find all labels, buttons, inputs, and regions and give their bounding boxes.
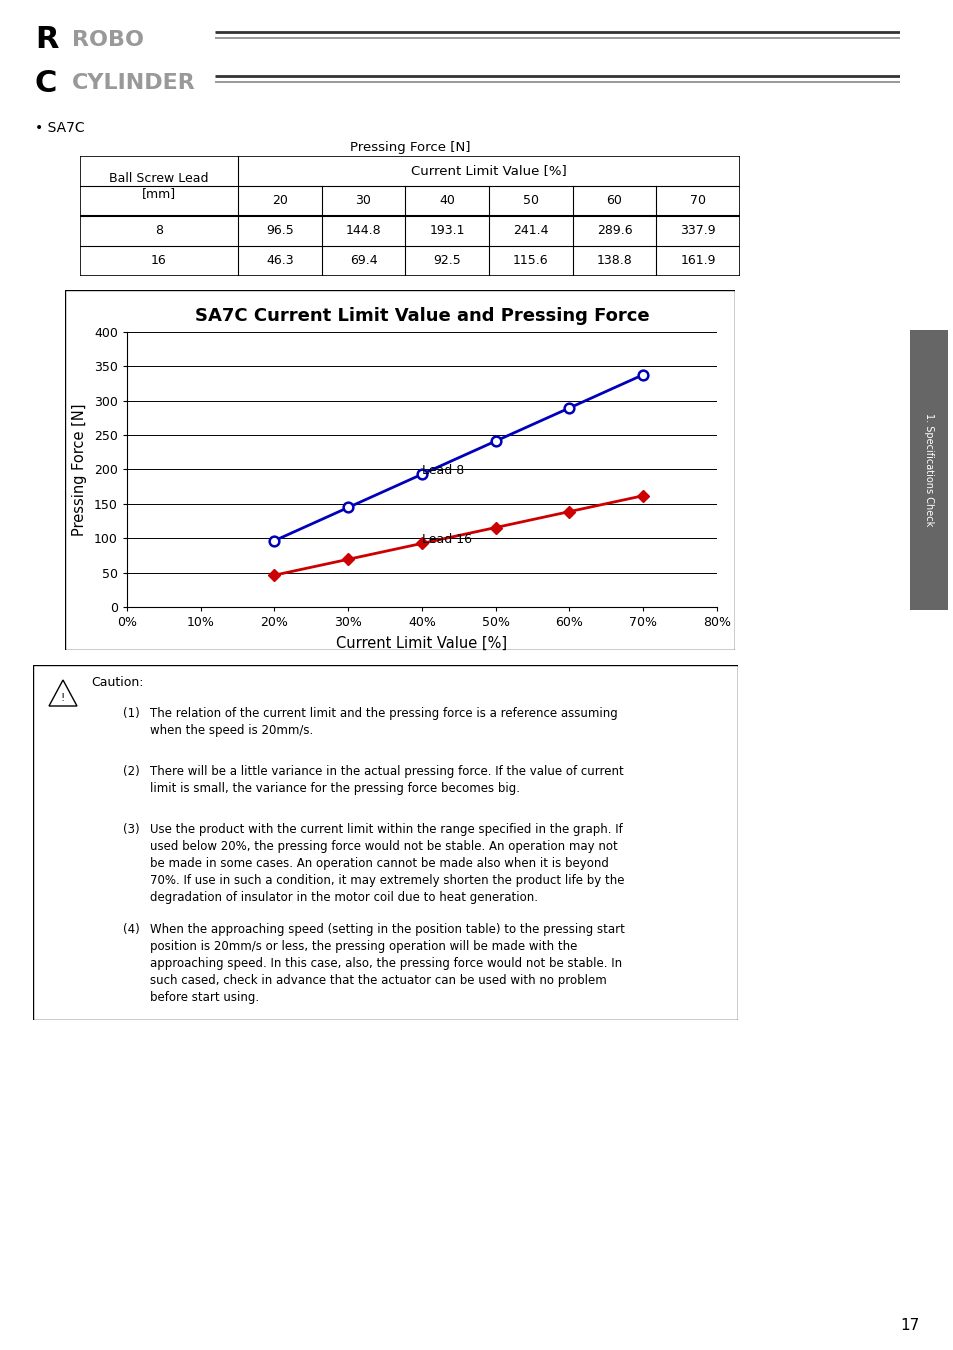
Text: ROBO: ROBO [71, 30, 144, 50]
Text: C: C [35, 69, 57, 97]
Text: Current Limit Value [%]: Current Limit Value [%] [411, 165, 566, 177]
Text: 115.6: 115.6 [513, 255, 548, 267]
Text: (4): (4) [123, 923, 139, 936]
Text: 30: 30 [355, 194, 371, 208]
Text: 16: 16 [151, 255, 167, 267]
Text: Caution:: Caution: [91, 676, 143, 690]
Text: 337.9: 337.9 [679, 224, 716, 238]
Text: 92.5: 92.5 [433, 255, 460, 267]
Text: 40: 40 [438, 194, 455, 208]
Text: Ball Screw Lead
[mm]: Ball Screw Lead [mm] [110, 171, 209, 200]
Text: 70: 70 [689, 194, 705, 208]
Text: 193.1: 193.1 [429, 224, 464, 238]
Text: The relation of the current limit and the pressing force is a reference assuming: The relation of the current limit and th… [150, 707, 618, 737]
Text: 8: 8 [154, 224, 163, 238]
Text: (3): (3) [123, 824, 139, 836]
Text: 17: 17 [900, 1319, 919, 1334]
Text: 69.4: 69.4 [350, 255, 377, 267]
Text: 50: 50 [522, 194, 538, 208]
Text: Lead 8: Lead 8 [421, 464, 464, 478]
Text: 1. Specifications Check: 1. Specifications Check [923, 413, 933, 526]
Text: 161.9: 161.9 [679, 255, 715, 267]
Text: CYLINDER: CYLINDER [71, 73, 195, 93]
Text: (1): (1) [123, 707, 139, 720]
Text: 138.8: 138.8 [596, 255, 632, 267]
Text: (2): (2) [123, 765, 139, 778]
X-axis label: Current Limit Value [%]: Current Limit Value [%] [336, 636, 507, 651]
Text: !: ! [61, 693, 65, 703]
Text: There will be a little variance in the actual pressing force. If the value of cu: There will be a little variance in the a… [150, 765, 623, 795]
Text: • SA7C: • SA7C [35, 122, 85, 135]
Text: 60: 60 [606, 194, 621, 208]
Text: 289.6: 289.6 [596, 224, 632, 238]
Text: Use the product with the current limit within the range specified in the graph. : Use the product with the current limit w… [150, 824, 624, 905]
Text: Lead 16: Lead 16 [421, 533, 472, 547]
Text: Pressing Force [N]: Pressing Force [N] [350, 140, 470, 154]
Text: 241.4: 241.4 [513, 224, 548, 238]
Title: SA7C Current Limit Value and Pressing Force: SA7C Current Limit Value and Pressing Fo… [194, 306, 649, 325]
Y-axis label: Pressing Force [N]: Pressing Force [N] [72, 404, 87, 536]
Text: 144.8: 144.8 [345, 224, 381, 238]
Text: When the approaching speed (setting in the position table) to the pressing start: When the approaching speed (setting in t… [150, 923, 624, 1004]
Text: R: R [35, 26, 58, 54]
Text: 46.3: 46.3 [266, 255, 294, 267]
Text: 20: 20 [272, 194, 288, 208]
Text: 96.5: 96.5 [266, 224, 294, 238]
